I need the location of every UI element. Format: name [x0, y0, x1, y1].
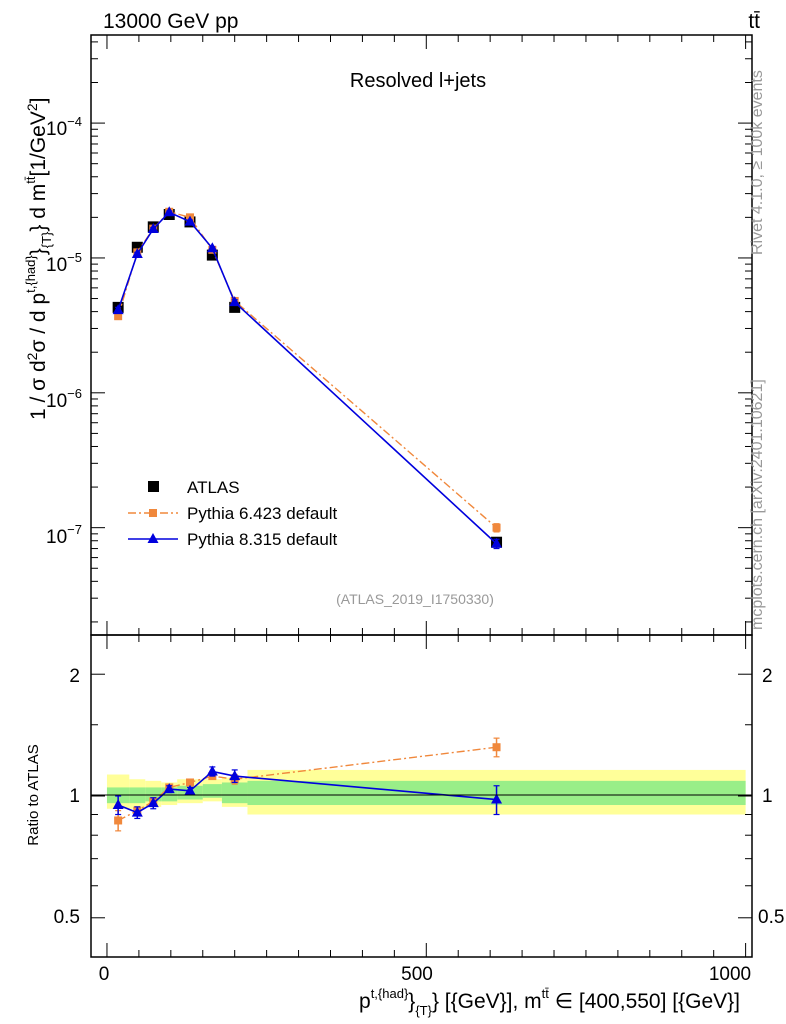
legend-marker-atlas — [148, 481, 159, 492]
ratio-plot-frame — [90, 634, 753, 958]
legend-label-pythia6: Pythia 6.423 default — [187, 504, 338, 523]
ratio-uncertainty-bands — [106, 769, 746, 815]
pythia8-main-point-2 — [147, 222, 159, 233]
pythia6-main-point-0 — [114, 312, 123, 321]
pythia8-ratio-point-4 — [184, 784, 196, 795]
pythia8-ratio-point-0 — [112, 799, 124, 810]
ratio-y-tick-2-right: 2 — [762, 666, 773, 687]
legend-marker-pythia8 — [147, 533, 159, 543]
plot-title: Resolved l+jets — [350, 70, 486, 92]
pythia8-ratio-point-5 — [206, 765, 218, 776]
ratio-band-inner-5 — [202, 784, 222, 798]
y-tick-label-1e-5: 10−5 — [46, 250, 82, 276]
pythia8-main-point-3 — [163, 206, 175, 217]
ratio-series-layer — [112, 737, 503, 832]
x-tick-labels: 0 500 1000 — [99, 964, 751, 985]
pythia8-main-point-0 — [112, 304, 124, 315]
x-tick-label-1000: 1000 — [709, 964, 751, 985]
rivet-version-label: Rivet 4.1.0, ≥ 100k events — [749, 70, 766, 255]
legend-label-atlas: ATLAS — [187, 478, 240, 497]
process-label: tt̄ — [748, 10, 760, 33]
ratio-y-tick-1-left: 1 — [69, 786, 80, 807]
axis-ticks — [91, 35, 752, 957]
ratio-y-tick-05-right: 0.5 — [758, 907, 784, 928]
pythia8-main-point-4 — [184, 215, 196, 226]
pythia8-ratio-point-6 — [229, 770, 241, 781]
y-tick-label-1e-7: 10−7 — [46, 522, 82, 548]
collision-energy-label: 13000 GeV pp — [103, 10, 238, 33]
pythia8-main-point-6 — [229, 296, 241, 307]
x-tick-label-500: 500 — [401, 964, 433, 985]
pythia6-main-point-7 — [492, 523, 501, 532]
legend-label-pythia8: Pythia 8.315 default — [187, 530, 338, 549]
main-series-layer — [112, 206, 503, 550]
analysis-id-label: (ATLAS_2019_I1750330) — [336, 591, 494, 607]
pythia8-ratio-point-1 — [131, 806, 143, 817]
pythia8-main-point-1 — [131, 247, 143, 258]
x-axis-label: pt,{had}}{T}} [{GeV}], mtt̄ ∈ [400,550] … — [359, 986, 740, 1018]
atlas-data-point-6 — [229, 301, 241, 313]
main-y-axis-label: 1 / σ d2σ / d pt,{had}}{T}} d mtt̄[1/GeV… — [23, 98, 54, 421]
ratio-y-axis-label: Ratio to ATLAS — [25, 744, 42, 845]
atlas-data-point-1 — [131, 241, 143, 253]
main-y-tick-labels: 10−7 10−6 10−5 10−4 — [46, 114, 82, 548]
pythia8-main-point-5 — [206, 242, 218, 253]
pythia8-main-line — [117, 211, 498, 545]
pythia6-ratio-point-7 — [492, 743, 501, 752]
pythia6-ratio-point-0 — [114, 816, 123, 825]
x-tick-label-0: 0 — [99, 964, 110, 985]
legend: ATLAS Pythia 6.423 default Pythia 8.315 … — [128, 478, 338, 549]
pythia8-ratio-point-7 — [491, 793, 503, 804]
legend-marker-pythia6 — [149, 509, 157, 517]
y-tick-label-1e-6: 10−6 — [46, 386, 82, 412]
pythia8-main-point-7 — [491, 537, 503, 548]
ratio-band-inner-6 — [221, 782, 248, 804]
pythia8-ratio-point-3 — [163, 783, 175, 794]
pythia8-ratio-point-2 — [147, 797, 159, 808]
mcplots-reference-label: mcplots.cern.ch [arXiv:2401.10621] — [749, 379, 766, 630]
pythia8-ratio-line — [117, 770, 497, 814]
atlas-data-point-5 — [206, 249, 218, 261]
ratio-y-tick-1-right: 1 — [762, 786, 773, 807]
ratio-y-tick-2-left: 2 — [69, 666, 80, 687]
y-tick-label-1e-4: 10−4 — [46, 114, 82, 140]
ratio-y-tick-05-left: 0.5 — [54, 907, 80, 928]
pythia6-ratio-point-4 — [185, 778, 194, 787]
ratio-y-tick-labels: 2 1 0.5 2 1 0.5 — [54, 666, 785, 928]
